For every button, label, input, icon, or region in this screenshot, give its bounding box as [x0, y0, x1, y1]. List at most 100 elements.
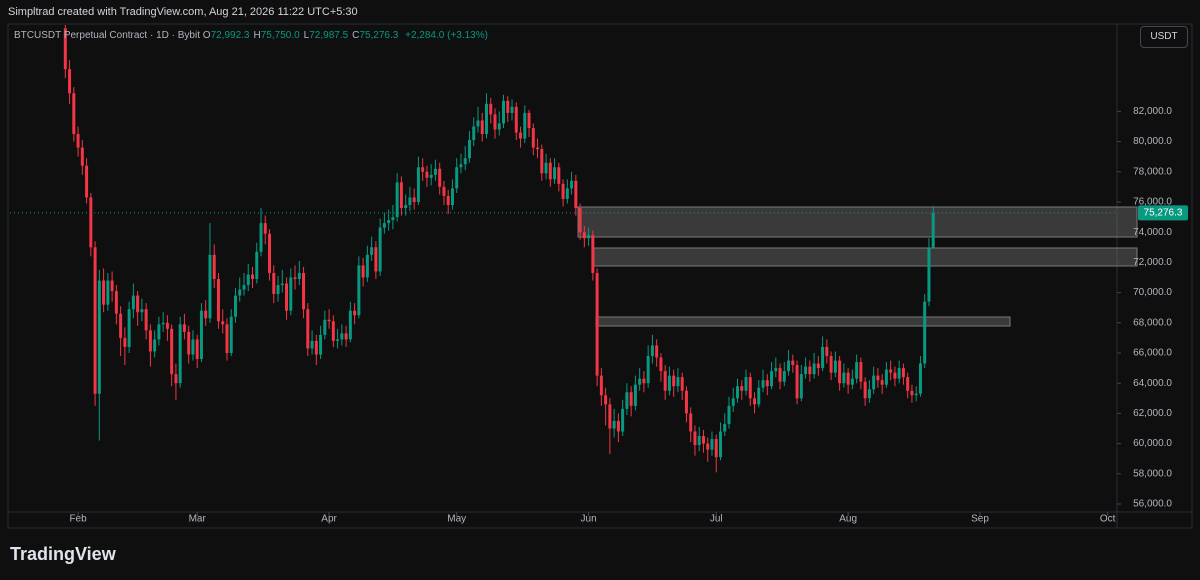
- symbol-title: BTCUSDT Perpetual Contract · 1D · Bybit: [14, 30, 200, 41]
- candle-body: [263, 223, 267, 234]
- candle-body: [404, 205, 408, 209]
- ohlc-key: C: [352, 30, 360, 41]
- candle-body: [238, 289, 242, 296]
- candle-body: [880, 380, 884, 385]
- currency-button[interactable]: USDT: [1140, 26, 1188, 48]
- y-tick-label: 80,000.0: [1133, 136, 1172, 147]
- candle-body: [629, 392, 633, 406]
- change: +2,284.0 (+3.13%): [405, 30, 488, 41]
- ohlc-value: 72,987.5: [309, 30, 349, 41]
- x-tick-label: Feb: [69, 514, 87, 525]
- candle-body: [161, 322, 165, 325]
- candle-body: [348, 310, 352, 340]
- candle-body: [182, 324, 186, 332]
- candle-body: [255, 251, 259, 279]
- x-tick-label: Jul: [710, 514, 723, 525]
- x-tick-label: Oct: [1100, 514, 1116, 525]
- candle-body: [221, 321, 225, 325]
- candle-body: [897, 368, 901, 379]
- candle-body: [548, 162, 552, 180]
- candle-body: [110, 280, 114, 292]
- candle-body: [812, 363, 816, 375]
- candle-body: [140, 309, 144, 313]
- candle-body: [489, 103, 493, 115]
- candle-body: [553, 167, 557, 180]
- y-tick-label: 78,000.0: [1133, 166, 1172, 177]
- y-tick-label: 74,000.0: [1133, 227, 1172, 238]
- candle-body: [136, 295, 140, 313]
- candle-body: [119, 313, 123, 338]
- candle-body: [608, 404, 612, 429]
- candle-body: [638, 378, 642, 385]
- candle-body: [408, 197, 412, 206]
- candle-body: [540, 149, 544, 174]
- candle-body: [650, 345, 654, 357]
- x-tick-label: May: [447, 514, 466, 525]
- candle-body: [595, 272, 599, 376]
- candle-body: [165, 322, 169, 329]
- ohlc-value: 75,276.3: [359, 30, 399, 41]
- candle-body: [787, 360, 791, 372]
- candle-body: [506, 100, 510, 113]
- candle-body: [701, 436, 705, 444]
- candle-body: [455, 167, 459, 189]
- candle-body: [565, 188, 569, 199]
- candle-body: [753, 398, 757, 405]
- zone: [595, 316, 1011, 327]
- candle-body: [782, 371, 786, 382]
- candle-body: [859, 362, 863, 382]
- candle-body: [314, 340, 318, 355]
- candle-body: [442, 186, 446, 196]
- candle-body: [587, 235, 591, 239]
- candle-body: [570, 180, 574, 189]
- candle-body: [310, 340, 314, 349]
- candle-body: [302, 272, 306, 310]
- candle-body: [850, 378, 854, 385]
- candle-body: [229, 316, 233, 353]
- candle-body: [374, 247, 378, 272]
- y-tick-label: 70,000.0: [1133, 287, 1172, 298]
- candle-body: [731, 398, 735, 406]
- ohlc-value: 75,750.0: [260, 30, 300, 41]
- candle-body: [825, 346, 829, 357]
- candle-body: [225, 324, 229, 353]
- candle-body: [502, 100, 506, 124]
- candle-body: [816, 363, 820, 369]
- candle-body: [544, 162, 548, 174]
- candle-body: [297, 272, 301, 279]
- candle-body: [365, 254, 369, 278]
- candle-body: [387, 220, 391, 224]
- candle-body: [918, 363, 922, 394]
- candle-body: [799, 374, 803, 399]
- candle-body: [191, 339, 195, 355]
- candle-body: [416, 167, 420, 202]
- candle-body: [863, 381, 867, 399]
- candle-body: [382, 223, 386, 228]
- candle-body: [527, 112, 531, 128]
- last-price-label: 75,276.3: [1144, 208, 1183, 219]
- candle-body: [63, 28, 67, 70]
- candle-body: [923, 301, 927, 364]
- ohlc-value: 72,992.3: [210, 30, 250, 41]
- ohlc-key: H: [253, 30, 261, 41]
- logo[interactable]: TradingView: [10, 544, 116, 564]
- candle-body: [655, 345, 659, 358]
- candle-body: [838, 360, 842, 384]
- candle-body: [467, 140, 471, 159]
- candle-body: [829, 356, 833, 373]
- candle-body: [774, 368, 778, 372]
- candle-body: [778, 368, 782, 382]
- candle-body: [395, 182, 399, 218]
- candle-body: [97, 280, 101, 394]
- candle-body: [536, 147, 540, 150]
- candle-body: [306, 309, 310, 349]
- candle-body: [170, 328, 174, 375]
- candle-body: [199, 310, 203, 360]
- candle-body: [233, 295, 237, 317]
- y-tick-label: 60,000.0: [1133, 438, 1172, 449]
- candle-body: [484, 103, 488, 135]
- candle-body: [412, 197, 416, 202]
- candle-body: [510, 106, 514, 113]
- candle-body: [744, 377, 748, 391]
